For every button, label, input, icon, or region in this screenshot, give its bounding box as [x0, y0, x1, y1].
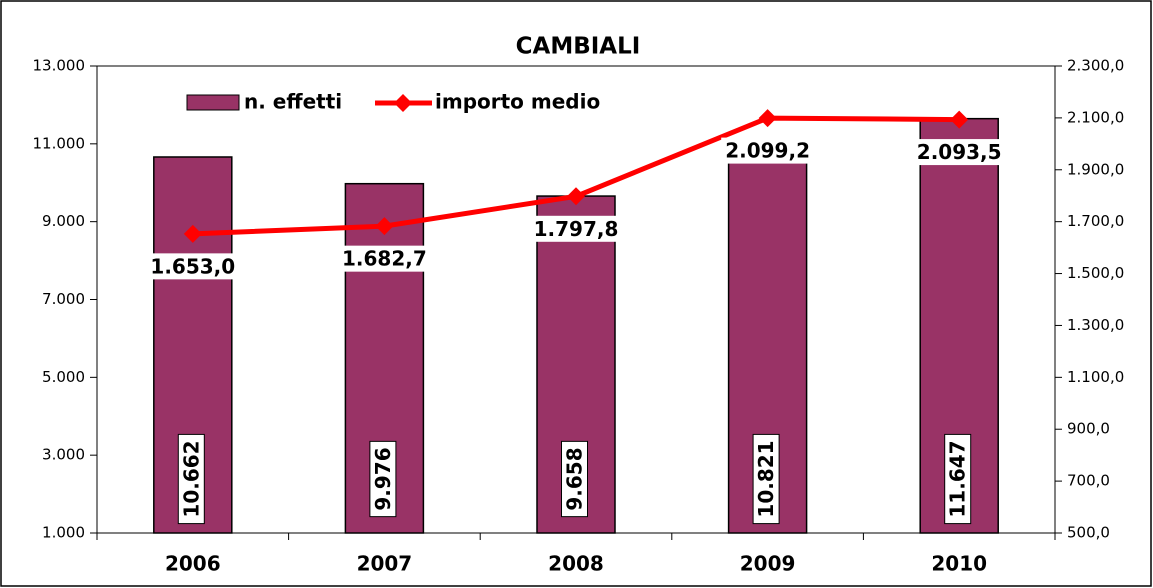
bar-value-label: 9.976 — [371, 447, 395, 510]
y-tick-label: 1.000 — [42, 524, 85, 542]
label-box — [944, 433, 972, 525]
y-tick-label: 13.000 — [33, 57, 86, 75]
label-box — [146, 253, 240, 280]
y-tick-label: 3.000 — [42, 446, 85, 464]
y-tick-label: 5.000 — [42, 368, 85, 386]
y2-tick-label: 1.700,0 — [1067, 212, 1124, 230]
line-value-label: 1.797,8 — [534, 217, 619, 241]
line-value-label: 1.653,0 — [150, 254, 235, 278]
bar-value-label: 11.647 — [946, 440, 970, 517]
y2-tick-label: 900,0 — [1067, 420, 1110, 438]
x-tick-label: 2009 — [740, 552, 796, 576]
legend-label: importo medio — [435, 90, 600, 114]
label-box — [369, 440, 397, 518]
y2-tick-label: 1.300,0 — [1067, 316, 1124, 334]
y2-tick-label: 500,0 — [1067, 524, 1110, 542]
y-tick-label: 9.000 — [42, 212, 85, 230]
y2-tick-label: 700,0 — [1067, 472, 1110, 490]
legend-marker — [394, 94, 412, 112]
x-tick-label: 2008 — [548, 552, 604, 576]
label-box — [177, 433, 205, 525]
label-box — [529, 215, 623, 242]
x-tick-label: 2010 — [931, 552, 987, 576]
y-tick-label: 11.000 — [33, 134, 86, 152]
marker — [758, 109, 777, 128]
bar-value-label: 10.662 — [179, 440, 203, 517]
y2-tick-label: 1.100,0 — [1067, 368, 1124, 386]
marker — [375, 217, 394, 236]
y2-tick-label: 1.500,0 — [1067, 264, 1124, 282]
legend-label: n. effetti — [244, 90, 342, 114]
y2-tick-label: 2.300,0 — [1067, 57, 1124, 75]
label-box — [338, 245, 431, 272]
label-box — [561, 440, 588, 518]
x-tick-label: 2006 — [165, 552, 221, 576]
x-tick-label: 2007 — [357, 552, 413, 576]
line-value-label: 2.093,5 — [917, 140, 1002, 164]
line-value-label: 2.099,2 — [725, 139, 810, 163]
label-box — [721, 137, 814, 164]
bar-value-label: 10.821 — [754, 440, 778, 517]
legend-swatch — [186, 94, 240, 111]
line-value-label: 1.682,7 — [342, 247, 427, 271]
label-box — [912, 139, 1006, 166]
y-tick-label: 7.000 — [42, 290, 85, 308]
label-box — [752, 433, 780, 525]
y2-tick-label: 1.900,0 — [1067, 160, 1124, 178]
bar-value-label: 9.658 — [563, 447, 587, 510]
marker — [183, 224, 202, 243]
y2-tick-label: 2.100,0 — [1067, 108, 1124, 126]
marker — [950, 110, 969, 129]
chart-title: CAMBIALI — [516, 34, 641, 60]
marker — [567, 187, 585, 206]
